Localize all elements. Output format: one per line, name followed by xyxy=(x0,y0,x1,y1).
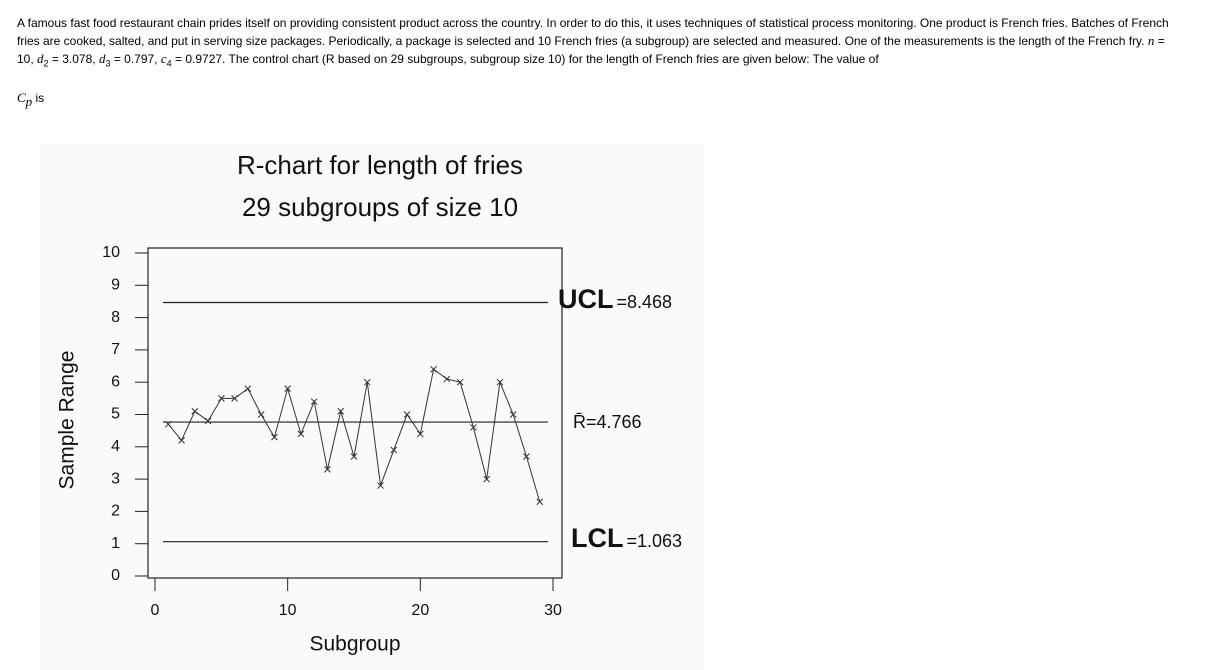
control-line-label: R̄=4.766 xyxy=(573,412,642,432)
data-point xyxy=(231,394,238,402)
param-symbol: n xyxy=(1147,33,1155,48)
param-sub: 4 xyxy=(166,58,172,69)
param-symbol: d xyxy=(37,51,44,66)
data-point xyxy=(390,446,398,454)
y-axis-label: Sample Range xyxy=(56,351,79,490)
data-point xyxy=(191,407,199,415)
y-tick-label: 6 xyxy=(111,373,120,390)
data-point xyxy=(523,453,530,460)
data-point xyxy=(178,436,185,444)
x-tick-label: 30 xyxy=(544,602,562,619)
param-sub: 3 xyxy=(105,58,111,69)
question: A famous fast food restaurant chain prid… xyxy=(17,14,1182,112)
x-tick-label: 0 xyxy=(151,602,160,619)
y-tick-label: 5 xyxy=(111,406,120,423)
x-tick-label: 20 xyxy=(411,602,429,619)
y-tick-label: 10 xyxy=(102,244,120,261)
question-text: The control chart (R based on 29 subgrou… xyxy=(228,52,879,66)
data-point xyxy=(257,411,265,418)
y-tick-label: 3 xyxy=(111,470,120,487)
cp-symbol: C xyxy=(17,90,26,106)
data-point xyxy=(310,398,318,405)
data-point xyxy=(470,424,477,431)
cp-sub: p xyxy=(25,93,33,109)
y-tick-label: 4 xyxy=(111,438,120,455)
data-point xyxy=(456,378,464,386)
data-point xyxy=(509,411,517,418)
data-point xyxy=(536,498,544,506)
param-symbol: d xyxy=(98,51,106,66)
data-point xyxy=(350,453,358,460)
data-point xyxy=(337,407,345,415)
data-point xyxy=(297,430,305,438)
control-line-label: =1.063 xyxy=(626,531,682,551)
x-tick-label: 10 xyxy=(279,602,297,619)
data-point xyxy=(416,430,424,438)
data-point xyxy=(483,475,491,483)
y-tick-label: 2 xyxy=(111,503,120,520)
data-point xyxy=(271,433,278,441)
data-point xyxy=(284,385,292,393)
data-point xyxy=(217,394,225,402)
y-tick-label: 1 xyxy=(111,535,120,552)
data-point xyxy=(164,420,172,428)
y-tick-label: 7 xyxy=(111,341,120,358)
param-value: = 0.797, xyxy=(113,52,158,66)
chart-background xyxy=(40,143,705,670)
question-text: is xyxy=(35,91,45,106)
y-tick-label: 0 xyxy=(111,567,120,584)
y-tick-label: 9 xyxy=(111,277,120,294)
control-line-label: =8.468 xyxy=(617,292,673,312)
data-point xyxy=(244,385,252,393)
data-point xyxy=(443,375,451,383)
data-point xyxy=(496,378,504,386)
control-line-name: UCL xyxy=(558,284,614,314)
data-point xyxy=(430,365,437,373)
data-point xyxy=(324,466,331,473)
param-symbol: c xyxy=(160,51,167,66)
param-value: = 0.9727. xyxy=(175,52,226,66)
y-tick-label: 8 xyxy=(111,309,120,326)
chart-title: R-chart for length of fries xyxy=(237,150,523,180)
data-point xyxy=(403,411,411,418)
data-point xyxy=(204,417,212,425)
data-point xyxy=(363,378,371,386)
plot-frame xyxy=(147,247,563,579)
param-sub: 2 xyxy=(43,58,49,69)
question-text: A famous fast food restaurant chain prid… xyxy=(17,16,1169,48)
param-value: = 10, xyxy=(17,34,1165,66)
chart-subtitle: 29 subgroups of size 10 xyxy=(242,192,518,222)
param-value: = 3.078, xyxy=(51,52,96,66)
data-point xyxy=(377,482,384,489)
control-line-name: LCL xyxy=(571,523,623,553)
x-axis-label: Subgroup xyxy=(309,633,400,656)
